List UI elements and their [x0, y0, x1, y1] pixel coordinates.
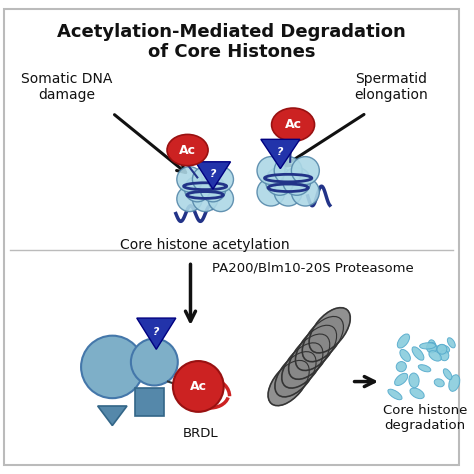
Circle shape: [257, 156, 285, 184]
Ellipse shape: [295, 325, 337, 371]
Text: PA200/Blm10-20S Proteasome: PA200/Blm10-20S Proteasome: [212, 262, 413, 274]
Circle shape: [274, 156, 302, 184]
Circle shape: [192, 167, 218, 192]
Ellipse shape: [167, 135, 208, 166]
Ellipse shape: [418, 365, 431, 372]
Circle shape: [185, 176, 210, 202]
Ellipse shape: [282, 343, 323, 388]
Text: ?: ?: [277, 147, 283, 157]
Polygon shape: [195, 162, 230, 189]
Text: Somatic DNA
damage: Somatic DNA damage: [21, 72, 112, 102]
Ellipse shape: [428, 340, 436, 352]
Ellipse shape: [434, 379, 444, 387]
Circle shape: [257, 178, 285, 206]
Ellipse shape: [396, 362, 406, 372]
Text: Acetylation-Mediated Degradation: Acetylation-Mediated Degradation: [57, 23, 406, 41]
Bar: [135, 388, 164, 416]
Ellipse shape: [436, 345, 450, 354]
Text: of Core Histones: of Core Histones: [148, 43, 315, 61]
Ellipse shape: [449, 375, 460, 392]
Text: Ac: Ac: [179, 144, 196, 156]
Text: Core histone
degradation: Core histone degradation: [383, 404, 467, 432]
Circle shape: [292, 178, 319, 206]
Circle shape: [208, 167, 234, 192]
Ellipse shape: [409, 373, 419, 388]
Ellipse shape: [412, 347, 424, 360]
Text: Spermatid
elongation: Spermatid elongation: [354, 72, 428, 102]
Ellipse shape: [302, 317, 344, 362]
Ellipse shape: [437, 344, 447, 354]
Ellipse shape: [419, 343, 436, 349]
Ellipse shape: [275, 352, 316, 397]
Ellipse shape: [447, 338, 455, 348]
Ellipse shape: [410, 388, 424, 399]
Circle shape: [283, 167, 311, 195]
Circle shape: [177, 186, 202, 211]
Text: Ac: Ac: [284, 118, 301, 131]
Polygon shape: [137, 318, 176, 349]
Ellipse shape: [400, 349, 410, 362]
Ellipse shape: [268, 360, 309, 406]
Ellipse shape: [397, 334, 410, 348]
Ellipse shape: [394, 374, 408, 385]
Text: ?: ?: [153, 327, 160, 337]
Ellipse shape: [388, 389, 402, 400]
Circle shape: [265, 167, 293, 195]
Circle shape: [131, 338, 178, 385]
Ellipse shape: [439, 350, 449, 361]
Circle shape: [177, 167, 202, 192]
Circle shape: [81, 336, 144, 398]
Polygon shape: [261, 139, 300, 169]
Ellipse shape: [309, 308, 350, 353]
Ellipse shape: [272, 108, 315, 141]
Ellipse shape: [289, 334, 330, 379]
Circle shape: [208, 186, 234, 211]
Ellipse shape: [429, 351, 441, 361]
Ellipse shape: [427, 342, 437, 353]
Circle shape: [192, 186, 218, 211]
Text: Core histone acetylation: Core histone acetylation: [120, 238, 290, 252]
Circle shape: [200, 176, 226, 202]
Ellipse shape: [443, 369, 452, 380]
Text: ?: ?: [210, 168, 216, 179]
Polygon shape: [98, 406, 127, 426]
Circle shape: [274, 178, 302, 206]
Circle shape: [292, 156, 319, 184]
Circle shape: [173, 361, 224, 412]
Text: BRDL: BRDL: [182, 428, 218, 440]
Text: Ac: Ac: [190, 380, 207, 393]
